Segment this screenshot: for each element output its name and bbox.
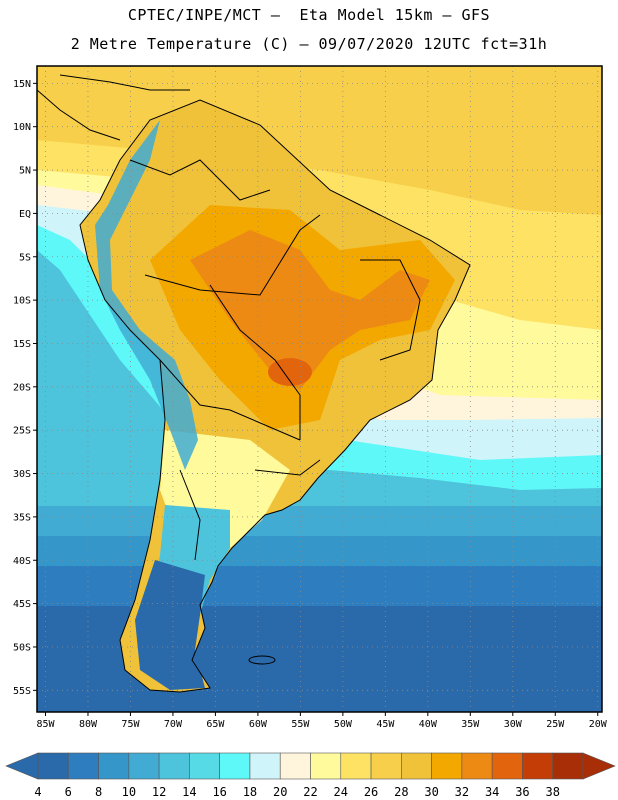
lat-label: 5S (19, 252, 31, 263)
title-line-2: 2 Metre Temperature (C) – 09/07/2020 12U… (70, 35, 548, 53)
colorbar-tick-label: 20 (273, 785, 287, 799)
colorbar-swatch (219, 752, 251, 780)
lon-label: 65W (206, 719, 225, 730)
colorbar-boxes (5, 752, 616, 780)
border-uruguay (254, 459, 321, 476)
colorbar-tick-label: 10 (122, 785, 136, 799)
colorbar-tick-label: 14 (182, 785, 196, 799)
colorbar-tick-label: 24 (334, 785, 348, 799)
border-argentina-north (159, 359, 301, 441)
border-bolivia (209, 284, 301, 440)
colorbar-swatch (522, 752, 554, 780)
colorbar-swatch (279, 752, 311, 780)
colorbar-swatch (552, 752, 584, 780)
border-colombia-venezuela (129, 159, 271, 201)
central-america-coast (37, 89, 121, 141)
colorbar-swatch (401, 752, 432, 780)
colorbar-swatch (461, 752, 493, 780)
lat-label: 55S (13, 686, 31, 697)
colorbar-tick-label: 32 (455, 785, 469, 799)
lat-label: 10N (13, 122, 31, 133)
lon-label: 25W (546, 719, 565, 730)
lat-label: 5N (19, 166, 31, 177)
colorbar-tick-label: 8 (95, 785, 102, 799)
lat-label: 40S (13, 556, 31, 567)
lat-label: 45S (13, 599, 31, 610)
colorbar-swatch (340, 752, 372, 780)
border-brazil-states (360, 259, 421, 361)
lon-label: 30W (504, 719, 523, 730)
colorbar-swatch (37, 752, 69, 780)
graticule (37, 66, 602, 712)
falkland-islands (248, 655, 276, 665)
lat-label: 30S (13, 469, 31, 480)
colorbar-swatch (249, 752, 281, 780)
colorbar-swatch (67, 752, 99, 780)
border-brazil-peru (144, 214, 321, 296)
lat-label: 35S (13, 512, 31, 523)
colorbar-swatch (491, 752, 523, 780)
latitude-labels: 15N 10N 5N EQ 5S 10S 15S 20S 25S 30S 35S 40S 45S 50S 5… (13, 79, 37, 697)
colorbar-swatch (370, 752, 402, 780)
lon-label: 35W (461, 719, 480, 730)
lat-label: 20S (13, 382, 31, 393)
lat-label: 15S (13, 339, 31, 350)
longitude-labels: 85W 80W 75W 70W 65W 60W 55W 50W 45W 40W 35W 30W 25W 2… (36, 712, 608, 730)
colorbar-tick-label: 16 (212, 785, 226, 799)
lon-label: 70W (164, 719, 183, 730)
lon-label: 50W (334, 719, 353, 730)
lat-label: 25S (13, 426, 31, 437)
colorbar-swatch (158, 752, 190, 780)
lon-label: 85W (36, 719, 55, 730)
lon-label: 80W (79, 719, 98, 730)
title-line-1: CPTEC/INPE/MCT – Eta Model 15km – GFS (127, 6, 491, 24)
colorbar-tick-label: 38 (545, 785, 559, 799)
colorbar-tick-label: 4 (34, 785, 41, 799)
lon-label: 60W (249, 719, 268, 730)
map-field (37, 66, 602, 712)
colorbar-tick-label: 18 (243, 785, 257, 799)
colorbar-tick-label: 26 (364, 785, 378, 799)
colorbar-swatch (431, 752, 463, 780)
colorbar-swatch (98, 752, 130, 780)
border-chile-argentina (179, 469, 201, 561)
lon-label: 20W (589, 719, 608, 730)
lat-label: 10S (13, 296, 31, 307)
land-warm-32 (190, 230, 430, 390)
colorbar-tick-label: 34 (485, 785, 499, 799)
colorbar-swatch (310, 752, 342, 780)
colorbar-tick-label: 28 (394, 785, 408, 799)
lon-label: 75W (121, 719, 140, 730)
colorbar-swatch (128, 752, 160, 780)
south-america-coastline (79, 99, 471, 693)
map-frame (36, 65, 603, 713)
colorbar-tick-label: 6 (65, 785, 72, 799)
lon-label: 55W (291, 719, 310, 730)
colorbar-tick-label: 12 (152, 785, 166, 799)
colorbar-tick-label: 30 (424, 785, 438, 799)
lon-label: 45W (376, 719, 395, 730)
lon-label: 40W (419, 719, 438, 730)
andes-cold-strip (95, 120, 198, 470)
lat-label: 50S (13, 642, 31, 653)
country-borders (37, 74, 471, 693)
colorbar-high-arrow (582, 752, 616, 780)
colorbar-tick-label: 36 (515, 785, 529, 799)
ocean-band-28 (37, 66, 602, 215)
lat-label: EQ (19, 209, 31, 220)
colorbar-labels: 4 6 8 10 12 14 16 18 20 22 24 26 28 30 32 34 36 38 (34, 785, 560, 799)
colorbar-swatch (189, 752, 220, 780)
caribbean-coast (59, 74, 190, 91)
colorbar-low-arrow (5, 752, 39, 780)
colorbar-tick-label: 22 (303, 785, 317, 799)
lat-label: 15N (13, 79, 31, 90)
land-cold-4 (135, 560, 205, 690)
